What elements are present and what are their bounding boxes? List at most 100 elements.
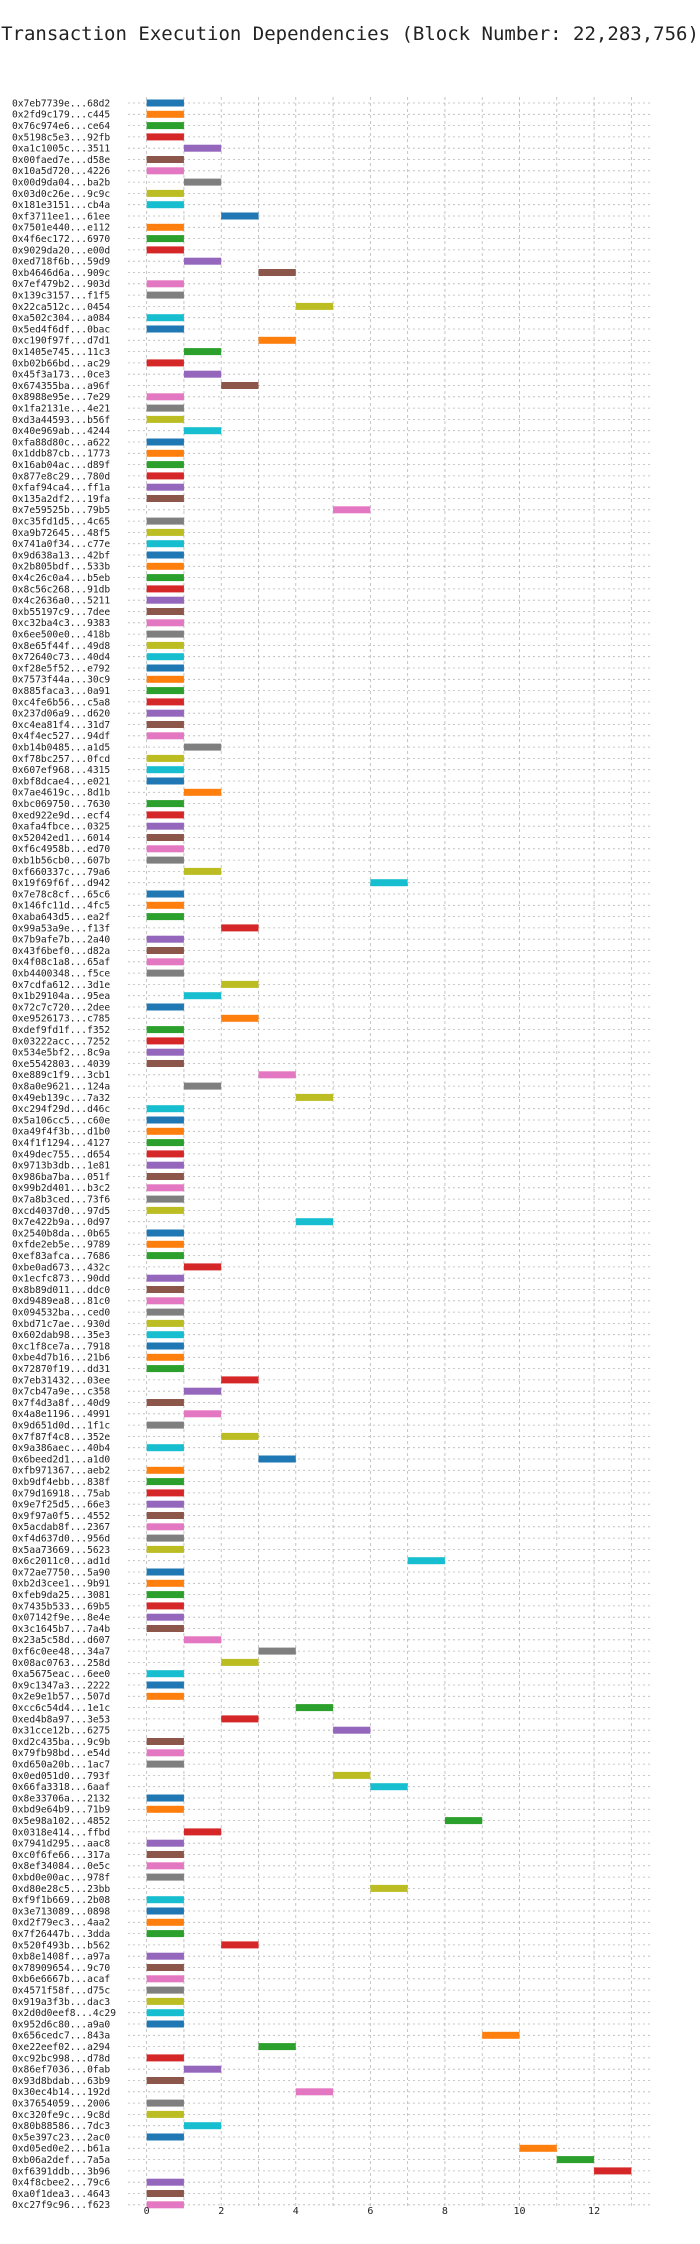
y-tick-label: 0x7ae4619c...8d1b [12, 788, 110, 799]
y-tick-label: 0x4c2636a0...5211 [12, 596, 110, 607]
y-tick-label: 0x9d638a13...42bf [12, 550, 110, 561]
y-tick-label: 0x07142f9e...8e4e [12, 1613, 110, 1624]
y-tick-label: 0x7f26447b...3dda [12, 1929, 110, 1940]
bar [146, 1975, 184, 1983]
y-tick-label: 0xe22eef02...a294 [12, 2042, 110, 2053]
bar [146, 1139, 184, 1147]
bar [146, 2077, 184, 2084]
bar [146, 1523, 184, 1531]
bar [183, 1387, 222, 1395]
y-tick-label: 0x5a106cc5...c60e [12, 1115, 110, 1126]
bar [146, 1240, 184, 1248]
bar [146, 1512, 184, 1519]
y-tick-label: 0x2e9e1b57...507d [12, 1692, 110, 1703]
y-tick-label: 0x5e98a102...4852 [12, 1816, 110, 1827]
bar [146, 766, 184, 774]
bar [146, 1907, 184, 1915]
bar [258, 2043, 296, 2051]
bar [146, 1692, 184, 1700]
y-tick-label: 0xcd4037d0...97d5 [12, 1206, 110, 1217]
y-tick-label: 0x7b9afe7b...2a40 [12, 935, 110, 946]
bar [146, 1918, 184, 1926]
y-tick-label: 0xd650a20b...1ac7 [12, 1760, 110, 1771]
bar [146, 235, 184, 243]
bar [146, 947, 184, 954]
bar [146, 1625, 184, 1632]
y-tick-label: 0x135a2df2...19fa [12, 494, 110, 505]
y-tick-label: 0x00d9da04...ba2b [12, 178, 110, 189]
bar [146, 1896, 184, 1904]
bar [146, 958, 184, 966]
bar [258, 336, 296, 344]
bar [146, 404, 184, 412]
bar [146, 608, 184, 615]
y-tick-label: 0xbc069750...7630 [12, 799, 110, 810]
y-tick-label: 0x7f4d3a8f...40d9 [12, 1398, 110, 1409]
y-tick-label: 0x4f1f1294...4127 [12, 1138, 110, 1149]
y-tick-label: 0xaba643d5...ea2f [12, 912, 110, 923]
y-tick-label: 0xbe4d7b16...21b6 [12, 1353, 110, 1364]
y-tick-label: 0x72ae7750...5a90 [12, 1567, 110, 1578]
y-tick-label: 0xd2f79ec3...4aa2 [12, 1918, 110, 1929]
bar [146, 1602, 184, 1610]
y-tick-label: 0x9d651d0d...1f1c [12, 1421, 110, 1432]
y-tick-label: 0x7a8b3ced...73f6 [12, 1195, 110, 1206]
y-tick-label: 0x6ee500e0...418b [12, 630, 110, 641]
bar [146, 1579, 184, 1587]
y-tick-label: 0xbe0ad673...432c [12, 1262, 110, 1273]
bar [221, 1014, 259, 1022]
bar [146, 1048, 184, 1056]
bar [221, 382, 259, 389]
bar [183, 1410, 222, 1418]
y-tick-label: 0xd3a44593...b56f [12, 415, 110, 426]
y-tick-label: 0x181e3151...cb4a [12, 200, 110, 211]
bar [146, 664, 184, 672]
bar [146, 1568, 184, 1576]
y-tick-label: 0xb55197c9...7dee [12, 607, 110, 618]
y-tick-label: 0xf9f1b669...2b08 [12, 1895, 110, 1906]
y-tick-label: 0x919a3f3b...dac3 [12, 1997, 110, 2008]
bar [146, 1749, 184, 1757]
y-tick-label: 0xbf8dcae4...e021 [12, 776, 110, 787]
y-tick-label: 0xb4646d6a...909c [12, 268, 110, 279]
bar [146, 1206, 184, 1214]
y-tick-label: 0x8e65f44f...49d8 [12, 641, 110, 652]
y-tick-label: 0xf6c4958b...ed70 [12, 844, 110, 855]
y-tick-label: 0x72c7c720...2dee [12, 1002, 110, 1013]
y-tick-label: 0xc27f9c96...f623 [12, 2200, 110, 2211]
bar [146, 1319, 184, 1327]
bar [146, 1805, 184, 1813]
y-tick-label: 0x885faca3...0a91 [12, 686, 110, 697]
y-tick-label: 0xb6e6667b...acaf [12, 1974, 110, 1985]
bar [146, 641, 184, 649]
x-tick-label: 4 [293, 2206, 299, 2217]
bar [146, 449, 184, 457]
y-tick-label: 0x1405e745...11c3 [12, 347, 110, 358]
bar [146, 156, 184, 163]
bar [146, 1738, 184, 1745]
y-tick-label: 0x6beed2d1...a1d0 [12, 1454, 110, 1465]
y-tick-label: 0x952d6c80...a9a0 [12, 2019, 110, 2030]
y-tick-label: 0x76c974e6...ce64 [12, 121, 110, 132]
bar [146, 551, 184, 559]
y-tick-label: 0xbd71c7ae...930d [12, 1319, 110, 1330]
y-tick-label: 0x45f3a173...0ce3 [12, 370, 110, 381]
bar [146, 1173, 184, 1180]
bar [183, 1263, 222, 1271]
bar [146, 167, 184, 175]
bar [146, 1060, 184, 1067]
bar [146, 517, 184, 525]
bar [146, 1851, 184, 1858]
bar [556, 2156, 595, 2164]
bar [146, 901, 184, 909]
bar [146, 1184, 184, 1192]
y-tick-label: 0x49dec755...d654 [12, 1149, 110, 1160]
x-tick-label: 0 [144, 2206, 150, 2217]
bar [146, 2133, 184, 2141]
bar [295, 2088, 334, 2096]
bar [146, 1365, 184, 1373]
y-tick-label: 0x2540b8da...0b65 [12, 1228, 110, 1239]
bar [146, 1342, 184, 1350]
y-tick-label: 0x8b89d011...ddc0 [12, 1285, 110, 1296]
bar [146, 1952, 184, 1960]
